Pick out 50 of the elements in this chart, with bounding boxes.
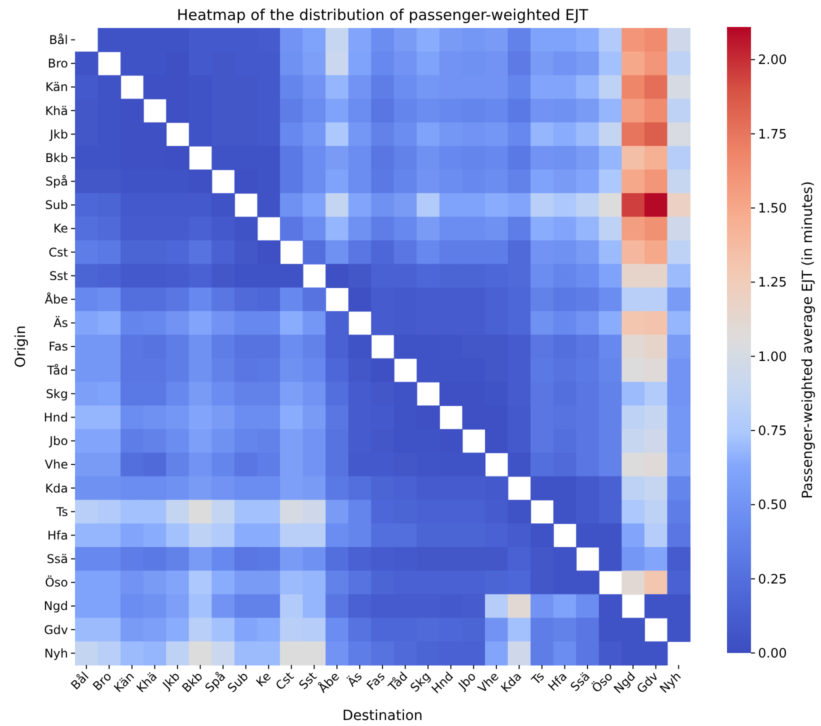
y-tick-label: Spå bbox=[45, 174, 68, 189]
x-tick-label: Ke bbox=[253, 669, 274, 690]
x-tick-label: Tåd bbox=[385, 669, 410, 695]
y-tick-label: Äs bbox=[54, 316, 68, 330]
y-tick-label: Bkb bbox=[45, 150, 68, 165]
y-tick-label: Fas bbox=[48, 340, 68, 354]
color-bar-label: 1.50 bbox=[758, 202, 787, 217]
y-tick-label: Hnd bbox=[44, 410, 68, 424]
y-tick-label: Kda bbox=[45, 481, 68, 496]
color-bar-label: 0.00 bbox=[758, 646, 787, 662]
y-tick-label: Sst bbox=[49, 268, 68, 283]
x-tick-label: Bål bbox=[68, 669, 92, 692]
y-tick-label: Ssä bbox=[46, 552, 68, 566]
color-bar-label: 1.00 bbox=[758, 350, 787, 365]
x-tick-label: Äs bbox=[344, 669, 365, 690]
color-bar-label: 1.25 bbox=[758, 276, 787, 291]
y-tick-label: Khä bbox=[45, 104, 68, 118]
x-axis-title: Destination bbox=[342, 708, 423, 724]
y-tick-label: Sub bbox=[45, 198, 68, 212]
x-tick-label: Sub bbox=[224, 669, 251, 696]
y-tick-label: Ke bbox=[53, 222, 68, 236]
x-tick-label: Hfa bbox=[545, 669, 570, 694]
color-bar-label: 0.25 bbox=[758, 572, 787, 588]
x-tick-label: Fas bbox=[364, 669, 388, 693]
y-tick-label: Ts bbox=[55, 504, 68, 519]
y-tick-label: Hfa bbox=[47, 528, 68, 542]
y-tick-label: Nyh bbox=[44, 646, 68, 660]
y-tick-label: Kän bbox=[45, 80, 68, 94]
y-tick-label: Ngd bbox=[44, 599, 68, 614]
y-tick-label: Gdv bbox=[44, 622, 68, 637]
color-bar-label: 0.50 bbox=[758, 498, 787, 514]
y-tick-label: Jbo bbox=[48, 434, 68, 448]
y-tick-label: Öso bbox=[44, 576, 68, 590]
y-tick-label: Åbe bbox=[44, 292, 68, 307]
y-tick-label: Vhe bbox=[44, 458, 68, 472]
x-tick-label: Cst bbox=[272, 669, 297, 693]
y-tick-label: Bro bbox=[48, 56, 68, 71]
color-bar-label: 0.75 bbox=[758, 424, 787, 440]
color-bar-title: Passenger-weighted average EJT (in minutes) bbox=[800, 181, 816, 499]
y-tick-label: Jkb bbox=[48, 127, 68, 142]
y-tick-label: Skg bbox=[46, 386, 68, 401]
y-tick-label: Bål bbox=[49, 32, 68, 47]
y-axis-title: Origin bbox=[13, 325, 29, 368]
chart-title: Heatmap of the distribution of passenger-weighted EJT bbox=[176, 6, 590, 24]
y-tick-label: Tåd bbox=[46, 363, 68, 378]
x-tick-label: Ts bbox=[528, 669, 548, 688]
color-bar-label: 2.00 bbox=[758, 53, 787, 68]
y-tick-label: Cst bbox=[48, 245, 68, 260]
color-bar-label: 1.75 bbox=[758, 127, 787, 142]
x-tick-label: Ssä bbox=[568, 669, 593, 694]
